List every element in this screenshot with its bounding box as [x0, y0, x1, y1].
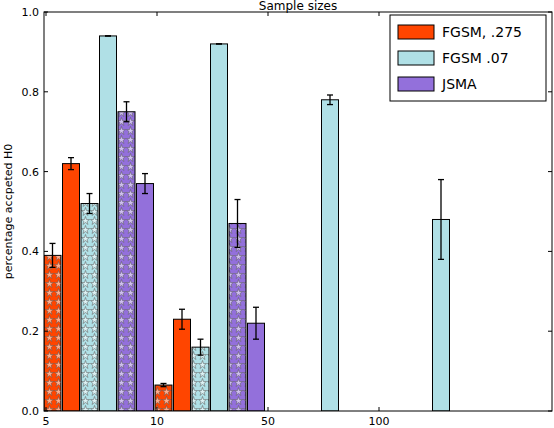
y-tick — [44, 251, 48, 252]
chart: 0.0 0.2 0.4 0.6 0.8 1.0 5 10 50 100 Sample sizes pe… — [0, 0, 554, 428]
bar — [100, 36, 117, 411]
hatched-bar — [229, 223, 246, 411]
hatched-bar — [81, 204, 98, 411]
x-tick — [46, 407, 47, 411]
error-bar — [142, 174, 148, 194]
hatched-bar — [155, 385, 172, 411]
error-bar — [253, 307, 259, 339]
error-bar — [68, 158, 74, 170]
x-tick-label: 50 — [261, 415, 275, 428]
x-tick — [268, 407, 269, 411]
y-tick — [548, 251, 552, 252]
y-tick — [548, 331, 552, 332]
error-bar — [235, 200, 241, 248]
error-bar — [438, 180, 444, 260]
axes-frame — [44, 12, 552, 411]
y-tick-label: 0.2 — [22, 325, 40, 338]
x-tick — [46, 12, 47, 16]
legend-box — [390, 15, 546, 101]
y-tick — [44, 91, 48, 92]
y-tick-label: 0.0 — [22, 405, 40, 418]
error-bar — [216, 43, 222, 44]
error-bars — [50, 36, 445, 387]
legend: FGSM, .275 FGSM .07 JSMA — [390, 15, 546, 101]
error-bar — [198, 339, 204, 355]
error-bar — [124, 102, 130, 122]
y-tick — [548, 91, 552, 92]
y-axis-label: percentage accpeted H0 — [2, 144, 15, 280]
y-tick — [548, 12, 552, 13]
x-tick — [379, 12, 380, 16]
hatched-bar — [192, 347, 209, 411]
error-bar — [105, 35, 111, 36]
error-bar — [50, 243, 56, 267]
legend-swatch — [398, 25, 434, 39]
title: Sample sizes — [259, 0, 337, 13]
y-tick-label: 0.4 — [22, 245, 40, 258]
y-tick — [548, 411, 552, 412]
error-bar — [87, 194, 93, 214]
y-tick — [548, 171, 552, 172]
y-tick-label: 1.0 — [22, 6, 40, 19]
legend-label: FGSM, .275 — [442, 24, 522, 40]
y-tick-label: 0.8 — [22, 86, 40, 99]
y-tick — [44, 331, 48, 332]
hatched-bar — [44, 255, 61, 411]
bar — [322, 100, 339, 411]
y-tick — [44, 171, 48, 172]
bar — [211, 44, 228, 411]
bar — [137, 184, 154, 411]
error-bar — [327, 95, 333, 105]
legend-swatch — [398, 77, 434, 91]
legend-label: FGSM .07 — [442, 50, 509, 66]
legend-swatch — [398, 51, 434, 65]
bar — [174, 319, 191, 411]
x-tick — [157, 407, 158, 411]
x-tick-label: 5 — [43, 415, 50, 428]
legend-label: JSMA — [441, 76, 477, 92]
error-bar — [179, 309, 185, 329]
x-tick-label: 100 — [369, 415, 390, 428]
error-bar — [161, 383, 167, 386]
bars — [44, 36, 450, 411]
bar — [63, 164, 80, 411]
y-tick-label: 0.6 — [22, 166, 40, 179]
x-tick — [379, 407, 380, 411]
x-tick — [157, 12, 158, 16]
x-tick-label: 10 — [150, 415, 164, 428]
plot-area — [44, 12, 552, 411]
hatched-bar — [118, 112, 135, 411]
